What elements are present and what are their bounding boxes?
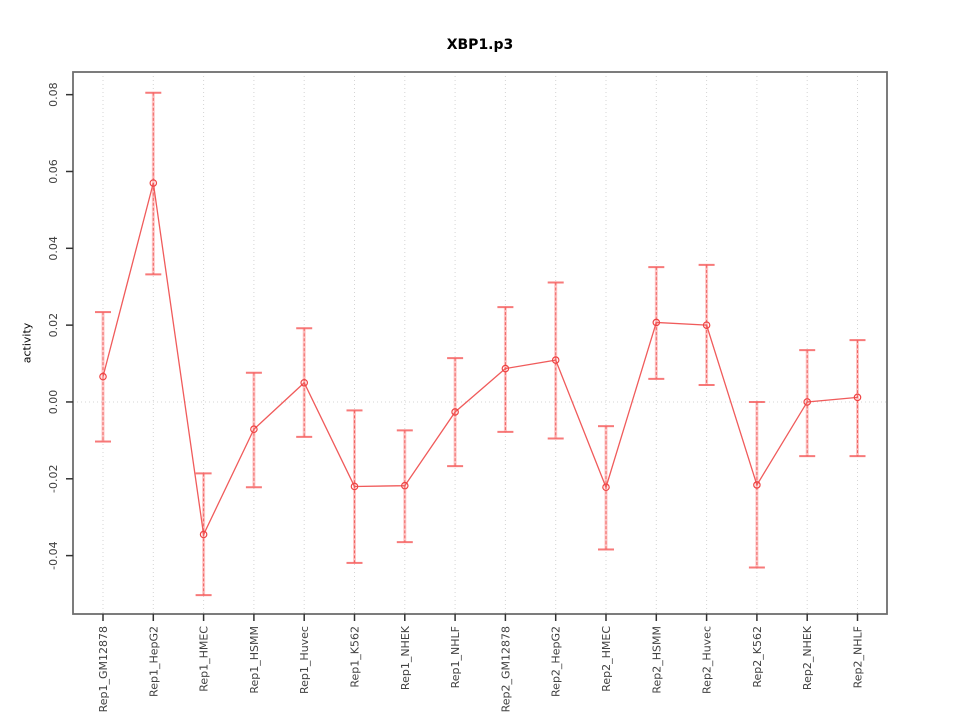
- data-point: [300, 378, 309, 387]
- y-tick-label: 0.00: [47, 390, 60, 415]
- y-tick-label: 0.08: [47, 82, 60, 107]
- x-tick-label: Rep2_NHEK: [801, 625, 814, 690]
- x-tick-label: Rep1_K562: [349, 626, 362, 688]
- x-tick-label: Rep2_NHLF: [852, 626, 865, 688]
- y-axis: 0.08 0.06 0.04 0.02 0.00 -0.02 -0.04: [47, 82, 73, 570]
- data-point: [853, 393, 862, 402]
- x-tick-label: Rep1_HSMM: [248, 626, 261, 694]
- y-axis-label: activity: [20, 322, 34, 364]
- y-tick-label: -0.02: [47, 465, 60, 493]
- x-tick-label: Rep1_NHLF: [449, 626, 462, 688]
- x-tick-label: Rep1_NHEK: [399, 625, 412, 690]
- x-tick-label: Rep2_K562: [751, 626, 764, 688]
- y-tick-label: -0.04: [47, 541, 60, 569]
- x-tick-label: Rep2_HSMM: [650, 626, 663, 694]
- x-tick-label: Rep1_HMEC: [198, 626, 211, 692]
- x-tick-label: Rep2_GM12878: [499, 626, 512, 712]
- data-point: [803, 398, 812, 406]
- x-tick-label: Rep2_Huvec: [701, 626, 714, 694]
- data-point: [400, 481, 409, 490]
- data-point: [702, 321, 711, 329]
- data-points: [99, 179, 862, 539]
- y-tick-label: 0.06: [47, 159, 60, 184]
- x-tick-label: Rep1_HepG2: [147, 626, 160, 697]
- data-point: [199, 530, 208, 539]
- data-point: [99, 372, 107, 381]
- data-point: [652, 318, 661, 327]
- data-point: [451, 408, 459, 416]
- data-point: [250, 425, 258, 434]
- y-tick-label: 0.02: [47, 313, 60, 338]
- x-tick-label: Rep2_HMEC: [600, 626, 613, 692]
- plot-frame: [72, 71, 888, 615]
- data-point: [149, 179, 158, 187]
- x-tick-label: Rep2_HepG2: [550, 626, 563, 697]
- data-point: [551, 356, 560, 364]
- y-tick-label: 0.04: [47, 236, 60, 260]
- data-point: [350, 482, 359, 491]
- x-tick-label: Rep1_Huvec: [298, 626, 311, 694]
- data-point: [501, 364, 510, 373]
- gridlines: [73, 72, 887, 614]
- data-point: [753, 481, 761, 489]
- series-line: [102, 182, 858, 537]
- x-tick-label: Rep1_GM12878: [97, 626, 110, 712]
- x-axis: Rep1_GM12878 Rep1_HepG2 Rep1_HMEC Rep1_HSMM…: [97, 614, 865, 712]
- data-point: [602, 483, 610, 492]
- chart-title: XBP1.p3: [446, 37, 514, 53]
